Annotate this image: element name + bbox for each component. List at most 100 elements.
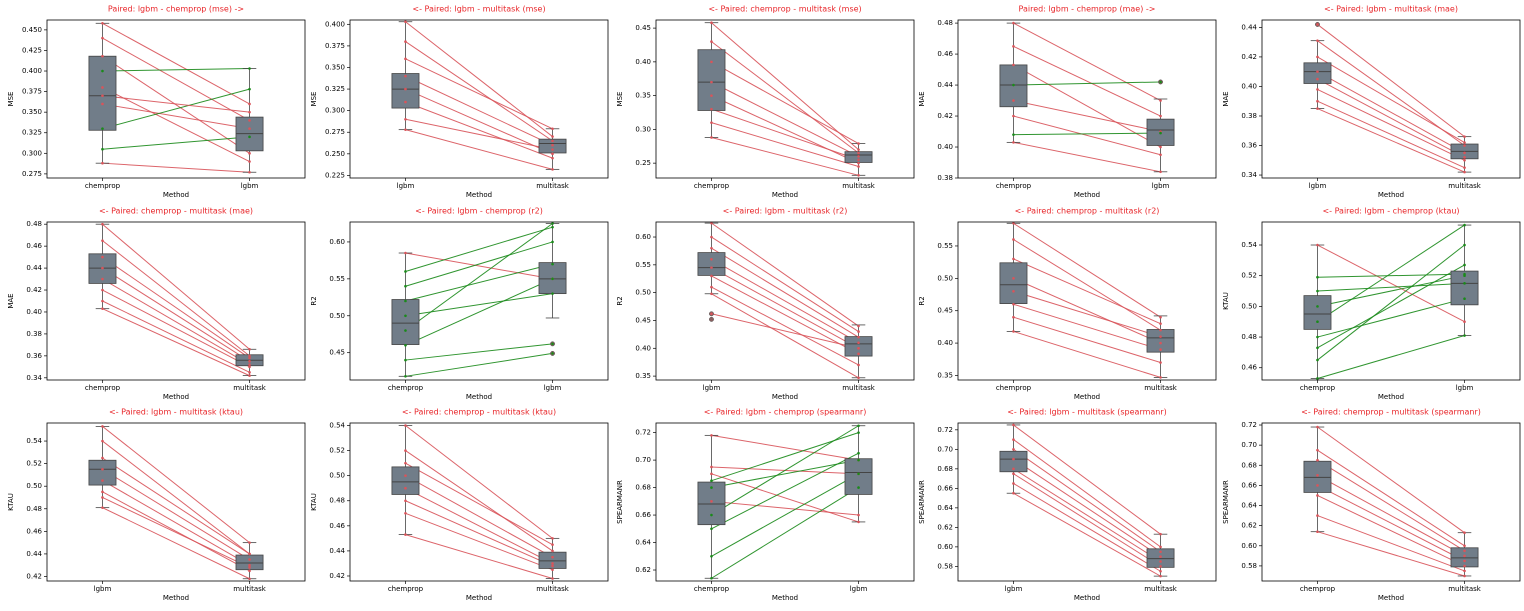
pair-point	[857, 151, 860, 155]
pair-point	[857, 142, 860, 145]
pair-line	[1317, 24, 1465, 138]
pair-point	[1463, 569, 1466, 573]
pair-line	[1013, 222, 1161, 318]
pair-point	[857, 148, 860, 151]
pair-point	[710, 285, 713, 289]
y-tick-label: 0.50	[937, 274, 953, 282]
pair-line	[1013, 258, 1161, 325]
pair-point	[1316, 458, 1319, 462]
y-axis-label: SPEARMANR	[1222, 480, 1230, 524]
y-tick-label: 0.45	[635, 24, 651, 32]
pair-point	[857, 335, 860, 339]
pair-point	[1012, 141, 1015, 144]
pair-point	[248, 569, 251, 573]
x-tick-label: chemprop	[996, 182, 1032, 190]
pair-line	[1317, 495, 1465, 567]
pair-point	[248, 566, 251, 569]
y-tick-label: 0.40	[26, 308, 42, 316]
pair-point	[1463, 170, 1466, 174]
pair-point	[1159, 328, 1162, 332]
pair-line	[1013, 290, 1161, 338]
pair-point	[404, 74, 407, 78]
y-tick-label: 0.60	[329, 238, 345, 246]
axes-frame	[1261, 19, 1521, 179]
y-tick-label: 0.350	[325, 63, 345, 71]
pair-point	[1159, 170, 1162, 174]
axes-frame	[46, 19, 306, 179]
pair-point	[1463, 156, 1466, 159]
y-tick-label: 0.70	[937, 445, 953, 453]
x-tick-label: multitask	[1144, 585, 1178, 593]
pair-point	[248, 160, 251, 163]
pair-point	[1316, 474, 1319, 477]
pair-line	[1317, 71, 1465, 154]
pair-point	[1159, 131, 1162, 135]
y-tick-label: 0.300	[22, 149, 42, 157]
pair-point	[551, 143, 554, 147]
pair-line	[711, 122, 859, 168]
pair-point	[1463, 158, 1466, 162]
pair-line	[405, 223, 553, 331]
y-tick-label: 0.52	[26, 460, 42, 468]
y-axis-label: KTAU	[310, 493, 318, 511]
pair-point	[101, 69, 104, 73]
pair-line	[1013, 22, 1161, 101]
pair-line	[405, 462, 553, 546]
y-tick-label: 0.45	[329, 349, 345, 357]
pair-point	[1159, 361, 1162, 364]
pair-point	[404, 449, 407, 452]
y-tick-label: 0.50	[329, 472, 345, 480]
pair-point	[101, 288, 104, 292]
pair-point	[857, 424, 860, 428]
y-axis-label: KTAU	[7, 493, 15, 511]
x-axis-label: Method	[1074, 594, 1100, 602]
pair-point	[857, 158, 860, 162]
pair-point	[710, 60, 713, 64]
y-tick-label: 0.46	[1241, 364, 1257, 372]
y-tick-label: 0.275	[325, 128, 345, 136]
pair-point	[1012, 302, 1015, 306]
y-axis-label: MSE	[616, 92, 624, 107]
y-tick-label: 0.275	[22, 170, 42, 178]
y-tick-label: 0.42	[329, 572, 345, 580]
pair-point	[101, 425, 104, 428]
pair-point	[101, 456, 104, 460]
pair-point	[248, 135, 251, 139]
y-tick-label: 0.36	[1241, 142, 1257, 150]
pair-point	[710, 257, 713, 261]
pair-point	[101, 21, 104, 25]
y-tick-label: 0.58	[1241, 562, 1257, 570]
pair-point	[1316, 494, 1319, 497]
y-tick-label: 0.48	[1241, 333, 1257, 341]
y-tick-label: 0.55	[329, 275, 345, 283]
pair-line	[711, 222, 859, 327]
pair-point	[101, 161, 104, 165]
subplot-title: <- Paired: chemprop - multitask (mse)	[708, 5, 861, 14]
pair-point	[248, 87, 251, 91]
pair-line	[102, 68, 250, 72]
pair-line	[1013, 424, 1161, 535]
x-axis-label: Method	[772, 393, 798, 401]
pair-point	[1463, 274, 1466, 277]
pair-point	[248, 354, 251, 358]
box	[88, 55, 117, 131]
y-tick-label: 0.60	[635, 233, 651, 241]
axes-frame	[655, 19, 915, 179]
y-tick-label: 0.38	[26, 330, 42, 338]
pair-point	[404, 424, 407, 427]
x-tick-label: chemprop	[388, 585, 424, 593]
pair-point	[857, 513, 860, 517]
pair-point	[1463, 531, 1466, 534]
y-tick-label: 0.64	[1241, 502, 1257, 510]
pair-point	[101, 147, 104, 151]
pair-point	[857, 486, 860, 489]
pair-line	[405, 487, 553, 564]
y-tick-label: 0.36	[26, 352, 42, 360]
pair-point	[710, 486, 713, 489]
y-tick-label: 0.72	[635, 429, 651, 437]
pair-line	[1317, 531, 1465, 577]
subplot-title: <- Paired: lgbm - chemprop (ktau)	[1322, 207, 1459, 216]
pair-line	[711, 236, 859, 333]
pair-point	[857, 161, 860, 165]
pair-point	[248, 558, 251, 561]
